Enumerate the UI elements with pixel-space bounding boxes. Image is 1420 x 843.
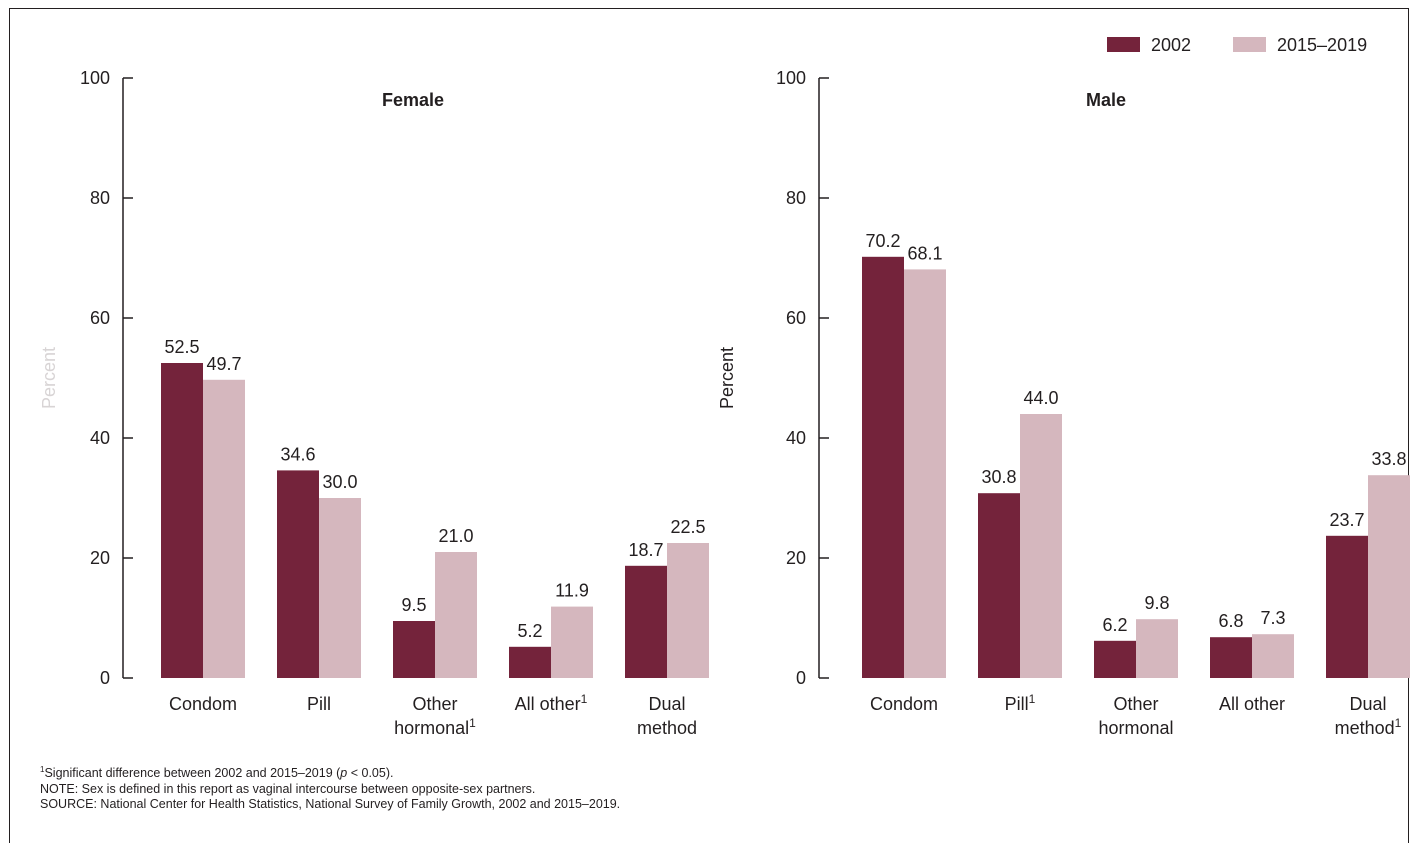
y-tick-label: 20 bbox=[90, 548, 110, 568]
bar-value-label: 6.2 bbox=[1102, 615, 1127, 635]
x-tick-label: Dual bbox=[1349, 694, 1386, 714]
x-tick-label: Condom bbox=[870, 694, 938, 714]
bar-value-label: 9.8 bbox=[1144, 593, 1169, 613]
chart-panel-male: 0 20 40 60 80 100 Percent Male 70.2 68.1 Condom 30.… bbox=[717, 68, 1410, 738]
bar bbox=[161, 363, 203, 678]
bar-value-label: 11.9 bbox=[555, 581, 589, 601]
y-tick-label: 40 bbox=[90, 428, 110, 448]
legend-swatch bbox=[1107, 37, 1140, 52]
bar bbox=[1368, 475, 1410, 678]
footnote-source: SOURCE: National Center for Health Stati… bbox=[40, 797, 620, 813]
x-tick-label: Pill bbox=[307, 694, 331, 714]
y-tick-label: 100 bbox=[80, 68, 110, 88]
panel-title: Male bbox=[1086, 90, 1126, 110]
bar bbox=[1136, 619, 1178, 678]
bar-value-label: 23.7 bbox=[1329, 510, 1364, 530]
panel-title: Female bbox=[382, 90, 444, 110]
bar-value-label: 44.0 bbox=[1023, 388, 1058, 408]
y-tick-label: 0 bbox=[100, 668, 110, 688]
bar bbox=[1326, 536, 1368, 678]
y-tick-label: 40 bbox=[786, 428, 806, 448]
x-tick-label: Other bbox=[412, 694, 457, 714]
x-tick-label: method1 bbox=[1335, 716, 1402, 738]
bar-value-label: 70.2 bbox=[865, 231, 900, 251]
x-tick-label: Dual bbox=[648, 694, 685, 714]
bar bbox=[509, 647, 551, 678]
bar bbox=[1252, 634, 1294, 678]
bar bbox=[862, 257, 904, 678]
bar bbox=[277, 470, 319, 678]
y-axis-label: Percent bbox=[717, 347, 737, 409]
x-tick-label: hormonal1 bbox=[394, 716, 476, 738]
x-tick-label: All other bbox=[1219, 694, 1285, 714]
chart-panel-female: 0 20 40 60 80 100 Percent Female 52.5 49.7 Condom 3… bbox=[39, 68, 709, 738]
bar bbox=[1094, 641, 1136, 678]
bar-chart-figure: 0 20 40 60 80 100 Percent Female 52.5 49.7 Condom 3… bbox=[0, 0, 1420, 766]
x-tick-label: hormonal bbox=[1098, 718, 1173, 738]
legend-swatch bbox=[1233, 37, 1266, 52]
y-tick-label: 80 bbox=[786, 188, 806, 208]
x-tick-label: Condom bbox=[169, 694, 237, 714]
legend-label: 2015–2019 bbox=[1277, 35, 1367, 55]
x-tick-label: Pill1 bbox=[1005, 692, 1036, 714]
bar bbox=[1210, 637, 1252, 678]
bar bbox=[435, 552, 477, 678]
bar-value-label: 49.7 bbox=[206, 354, 241, 374]
bar-value-label: 18.7 bbox=[628, 540, 663, 560]
y-tick-label: 20 bbox=[786, 548, 806, 568]
bar bbox=[551, 607, 593, 678]
bar-value-label: 52.5 bbox=[164, 337, 199, 357]
footnotes: 1Significant difference between 2002 and… bbox=[40, 766, 620, 813]
x-tick-label: All other1 bbox=[515, 692, 588, 714]
legend-label: 2002 bbox=[1151, 35, 1191, 55]
bar bbox=[667, 543, 709, 678]
x-tick-label: Other bbox=[1113, 694, 1158, 714]
y-tick-label: 80 bbox=[90, 188, 110, 208]
bar-value-label: 68.1 bbox=[907, 243, 942, 263]
footnote-significance: 1Significant difference between 2002 and… bbox=[40, 766, 620, 782]
bar-value-label: 22.5 bbox=[670, 517, 705, 537]
bar bbox=[904, 269, 946, 678]
bar-value-label: 21.0 bbox=[438, 526, 473, 546]
y-axis-label: Percent bbox=[39, 347, 59, 409]
y-tick-label: 60 bbox=[786, 308, 806, 328]
bar-value-label: 30.0 bbox=[322, 472, 357, 492]
bar bbox=[978, 493, 1020, 678]
bar bbox=[625, 566, 667, 678]
bar-value-label: 34.6 bbox=[280, 444, 315, 464]
footnote-note: NOTE: Sex is defined in this report as v… bbox=[40, 782, 620, 798]
bar-value-label: 7.3 bbox=[1260, 608, 1285, 628]
y-tick-label: 60 bbox=[90, 308, 110, 328]
bar bbox=[319, 498, 361, 678]
bar-value-label: 33.8 bbox=[1371, 449, 1406, 469]
y-tick-label: 100 bbox=[776, 68, 806, 88]
legend: 2002 2015–2019 bbox=[1107, 35, 1367, 55]
bar bbox=[1020, 414, 1062, 678]
y-tick-label: 0 bbox=[796, 668, 806, 688]
bar bbox=[393, 621, 435, 678]
bar-value-label: 9.5 bbox=[401, 595, 426, 615]
x-tick-label: method bbox=[637, 718, 697, 738]
bar-value-label: 5.2 bbox=[517, 621, 542, 641]
bar-value-label: 6.8 bbox=[1218, 611, 1243, 631]
bar bbox=[203, 380, 245, 678]
bar-value-label: 30.8 bbox=[981, 467, 1016, 487]
